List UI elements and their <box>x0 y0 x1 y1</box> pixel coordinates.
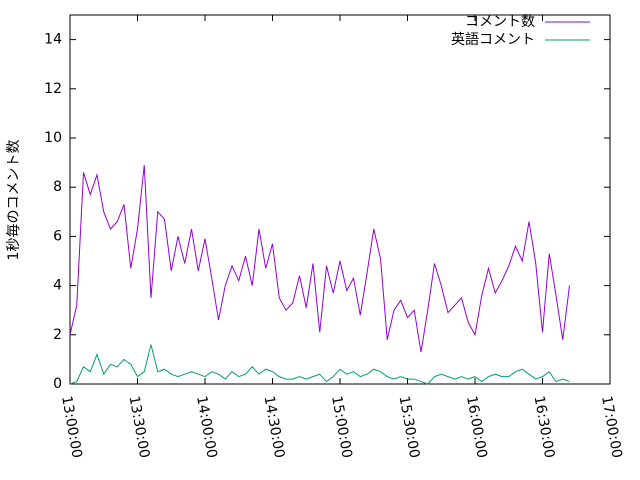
y-axis-label: 1秒毎のコメント数 <box>6 140 22 261</box>
x-tick-label: 15:30:00 <box>396 395 423 460</box>
y-tick-label: 6 <box>53 228 62 244</box>
x-tick-label: 13:30:00 <box>126 395 153 460</box>
x-tick-label: 16:30:00 <box>531 395 558 460</box>
y-tick-label: 4 <box>53 278 62 294</box>
y-tick-label: 2 <box>53 327 62 343</box>
legend-label: コメント数 <box>465 14 535 30</box>
series-line <box>69 344 570 385</box>
legend-label: 英語コメント <box>451 31 535 48</box>
y-tick-label: 10 <box>44 130 62 146</box>
y-tick-label: 8 <box>53 179 62 195</box>
y-tick-label: 0 <box>53 376 62 392</box>
x-tick-label: 13:00:00 <box>58 395 85 460</box>
x-tick-label: 15:00:00 <box>328 395 355 460</box>
plot-frame <box>69 14 611 385</box>
x-tick-label: 14:30:00 <box>261 395 288 460</box>
x-tick-label: 16:00:00 <box>463 395 490 460</box>
y-tick-label: 12 <box>44 81 62 97</box>
x-tick-label: 17:00:00 <box>598 395 625 460</box>
x-tick-label: 14:00:00 <box>193 395 220 460</box>
series-line <box>69 165 570 353</box>
y-tick-label: 14 <box>44 32 62 48</box>
